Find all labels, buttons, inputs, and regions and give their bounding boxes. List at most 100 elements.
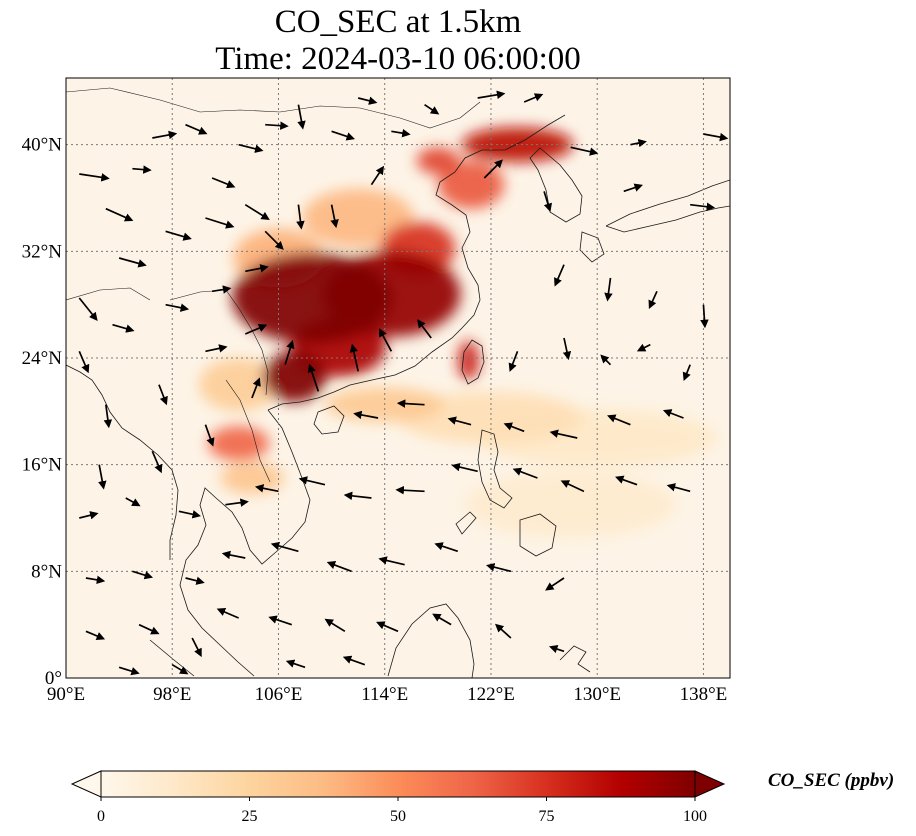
colorbar: 0 25 50 75 100 (70, 770, 726, 825)
wind-arrow (105, 207, 134, 222)
wind-arrow (297, 104, 306, 130)
co-plume (457, 340, 480, 381)
wind-arrow (221, 550, 246, 560)
wind-arrow (284, 339, 295, 365)
wind-arrow (151, 450, 163, 474)
wind-arrow (165, 303, 190, 312)
plot-frame (65, 77, 731, 679)
plot-background (66, 78, 730, 678)
wind-arrow (285, 659, 306, 669)
coastlines (66, 87, 730, 678)
wind-arrow (451, 462, 478, 473)
wind-arrow (178, 510, 201, 519)
wind-arrow (152, 130, 178, 140)
wind-arrow (171, 663, 189, 675)
x-tick-label: 114°E (361, 684, 408, 705)
colorbar-ticks: 0 25 50 75 100 (97, 797, 707, 825)
wind-arrow (85, 630, 106, 640)
wind-arrow (378, 328, 393, 352)
wind-arrow (270, 541, 299, 553)
wind-arrow (512, 467, 538, 479)
wind-arrow (376, 621, 399, 633)
wind-arrow (623, 183, 643, 193)
colorbar-tick-label: 25 (242, 808, 258, 825)
x-tick-label: 90°E (47, 684, 85, 705)
wind-arrow (79, 511, 99, 520)
y-tick-label: 8°N (31, 561, 62, 582)
japan-kyushu (579, 231, 605, 263)
co-plume (220, 462, 284, 494)
japan-honshu (605, 179, 730, 233)
wind-arrow (78, 297, 98, 321)
wind-arrow (424, 103, 440, 115)
wind-arrow (549, 429, 578, 439)
wind-arrow (604, 277, 613, 302)
korean-peninsula (529, 147, 583, 223)
wind-arrow (185, 123, 208, 135)
wind-arrow (326, 561, 352, 573)
wind-arrow (79, 173, 110, 182)
wind-arrow (211, 285, 232, 294)
wind-arrow (132, 165, 152, 174)
island-taiwan (461, 339, 485, 385)
coastline-indochina (179, 409, 311, 677)
wind-arrow (648, 290, 658, 310)
wind-arrow (378, 556, 405, 566)
wind-arrow (560, 480, 585, 493)
border-india-nepal (66, 287, 151, 301)
wind-arrow (508, 351, 519, 372)
wind-arrow (690, 202, 716, 211)
island-palawan (455, 511, 477, 535)
wind-arrow (483, 159, 503, 179)
island-luzon (477, 429, 513, 509)
wind-arrow (244, 324, 268, 335)
wind-arrow (682, 364, 691, 382)
wind-arrow (244, 203, 270, 221)
y-tick-label: 32°N (22, 241, 63, 262)
wind-arrow (251, 377, 261, 399)
y-tick-label: 24°N (22, 348, 63, 369)
wind-arrow (118, 257, 147, 268)
wind-arrow (158, 384, 168, 406)
island-borneo-north (387, 603, 475, 678)
wind-arrow (265, 121, 289, 130)
wind-arrow (548, 644, 565, 654)
wind-arrow (417, 319, 432, 339)
wind-arrow (205, 217, 235, 229)
wind-arrow (296, 204, 305, 230)
wind-arrow (298, 476, 326, 486)
wind-arrow (494, 623, 512, 639)
wind-arrow (245, 264, 269, 273)
y-tick-label: 40°N (22, 135, 63, 156)
colorbar-gradient (101, 771, 695, 797)
chart-title-line2: Time: 2024-03-10 06:00:00 (215, 41, 581, 77)
wind-arrow (191, 637, 202, 658)
wind-arrow (486, 563, 512, 573)
coastline-myanmar (66, 364, 179, 560)
wind-arrow (225, 498, 249, 507)
colorbar-tick-label: 100 (683, 808, 707, 825)
co-plume (208, 426, 270, 461)
colorbar-extend-high (694, 770, 726, 798)
wind-arrow (165, 230, 192, 241)
x-tick-label: 138°E (680, 684, 728, 705)
co-plume (198, 358, 279, 412)
graticule (66, 78, 730, 678)
wind-arrow (238, 143, 264, 153)
wind-arrow (330, 204, 339, 229)
colorbar-extend-low (70, 770, 102, 798)
colorbar-tick-label: 75 (539, 808, 555, 825)
wind-arrow (630, 138, 647, 148)
wind-arrow (211, 177, 236, 189)
wind-arrow (205, 344, 228, 353)
wind-arrow (666, 483, 691, 493)
axis-ticks: 90°E 98°E 106°E 114°E 122°E 130°E 138°E 0° 8°N 16… (22, 135, 728, 705)
island-mindanao (519, 513, 557, 557)
wind-arrow (503, 422, 525, 433)
wind-arrow (636, 343, 651, 352)
wind-arrow (254, 484, 279, 493)
co-plume (416, 147, 460, 175)
wind-arrow (343, 491, 372, 501)
island-sulawesi (559, 645, 591, 673)
wind-arrow (78, 350, 90, 374)
